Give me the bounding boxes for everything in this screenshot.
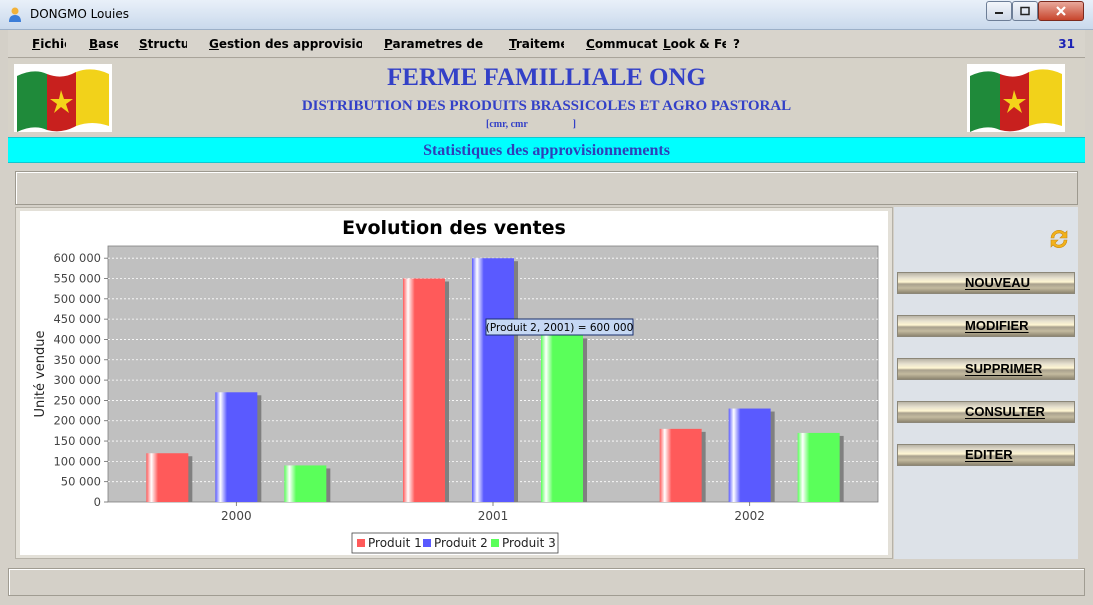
bar-produit-3-2001[interactable] (541, 335, 583, 502)
legend-swatch (423, 539, 431, 547)
bar-produit-2-2000[interactable] (215, 392, 258, 502)
menu-count: 31 (1058, 37, 1075, 51)
y-tick-label: 450 000 (53, 312, 101, 326)
y-tick-label: 550 000 (53, 272, 101, 286)
bar-produit-1-2002[interactable] (659, 428, 702, 502)
x-tick-label: 2002 (734, 509, 765, 523)
bar-produit-3-2002[interactable] (797, 432, 840, 502)
content-panel: Evolution des ventes 0 50 000 100 000 150 0… (8, 163, 1085, 565)
refresh-icon[interactable] (1047, 227, 1071, 251)
section-title: Statistiques des approvisionnements (423, 142, 670, 159)
y-tick-label: 100 000 (53, 454, 101, 468)
bar-produit-2-2002[interactable] (728, 408, 771, 502)
close-icon (1056, 6, 1066, 16)
close-button[interactable] (1038, 1, 1084, 21)
nouveau-label: NOUVEAU (965, 275, 1031, 290)
menu-help[interactable]: ? (733, 37, 740, 51)
supprimer-label: SUPPRIMER (965, 361, 1043, 376)
y-tick-label: 600 000 (53, 251, 101, 265)
chart-area: Evolution des ventes 0 50 000 100 000 150 0… (20, 211, 888, 555)
supprimer-button[interactable]: SUPPRIMER (897, 358, 1075, 380)
org-subtitle: DISTRIBUTION DES PRODUITS BRASSICOLES ET… (301, 98, 792, 114)
legend-label: Produit 3 (502, 536, 556, 550)
bar-produit-2-2001[interactable] (472, 258, 514, 502)
window-title: DONGMO Louies (30, 7, 129, 21)
cameroon-flag-icon (14, 64, 112, 132)
minimize-icon (995, 12, 1003, 14)
menu-base[interactable]: Base (89, 37, 118, 51)
y-tick-label: 200 000 (53, 414, 101, 428)
legend-swatch (357, 539, 365, 547)
chart-legend (351, 532, 559, 554)
x-tick-label: 2000 (221, 509, 252, 523)
y-axis-label: Unité vendue (33, 330, 48, 417)
y-tick-label: 50 000 (61, 475, 101, 489)
editer-button[interactable]: EDITER (897, 444, 1075, 466)
status-bar (8, 568, 1085, 596)
chart-title: Evolution des ventes (342, 217, 566, 239)
header-banner: FERME FAMILLIALE ONG DISTRIBUTION DES PR… (8, 59, 1085, 135)
y-tick-label: 500 000 (53, 292, 101, 306)
org-title: FERME FAMILLIALE ONG (387, 64, 706, 91)
legend-label: Produit 2 (434, 536, 488, 550)
consulter-label: CONSULTER (965, 404, 1045, 419)
x-tick-label: 2001 (478, 509, 509, 523)
menu-traitement[interactable]: Traitement (509, 37, 564, 51)
menu-bar: Fichier Base Structure Gestion des appro… (8, 30, 1085, 58)
bar-produit-1-2000[interactable] (146, 453, 189, 502)
legend-swatch (491, 539, 499, 547)
bar-chart: 0 50 000 100 000 150 000 200 000 250 000 300 0… (33, 245, 879, 554)
menu-communication[interactable]: Commucation (586, 37, 658, 51)
y-tick-label: 350 000 (53, 353, 101, 367)
user-app-icon (9, 7, 21, 22)
chart-tooltip-text: (Produit 2, 2001) = 600 000 (486, 322, 634, 334)
y-tick-label: 250 000 (53, 393, 101, 407)
modifier-button[interactable]: MODIFIER (897, 315, 1075, 337)
editer-label: EDITER (965, 447, 1013, 462)
y-tick-label: 400 000 (53, 332, 101, 346)
window-titlebar: DONGMO Louies (0, 0, 1093, 30)
chart-panel: Evolution des ventes 0 50 000 100 000 150 0… (15, 207, 893, 559)
maximize-button[interactable] (1012, 1, 1038, 21)
legend-label: Produit 1 (368, 536, 422, 550)
menu-structure[interactable]: Structure (139, 37, 187, 51)
consulter-button[interactable]: CONSULTER (897, 401, 1075, 423)
menu-look-and-feel[interactable]: Look & Feel (663, 37, 726, 51)
toolbar-strip (15, 171, 1078, 205)
menu-fichier[interactable]: Fichier (32, 37, 66, 51)
cameroon-flag-icon (967, 64, 1065, 132)
chart-tooltip (485, 318, 634, 336)
minimize-button[interactable] (986, 1, 1012, 21)
bar-produit-1-2001[interactable] (403, 278, 445, 502)
bar-produit-3-2000[interactable] (284, 465, 327, 502)
y-tick-label: 300 000 (53, 373, 101, 387)
y-tick-label: 150 000 (53, 434, 101, 448)
actions-panel: NOUVEAU MODIFIER SUPPRIMER CONSULTER EDI… (894, 207, 1078, 559)
modifier-label: MODIFIER (965, 318, 1029, 333)
section-bar: Statistiques des approvisionnements (8, 137, 1085, 163)
org-location: [cmr, cmr ] (486, 119, 576, 130)
menu-gestion-approvisionnements[interactable]: Gestion des approvisionnements (209, 37, 362, 51)
menu-parametres-vente[interactable]: Parametres de vente (384, 37, 487, 51)
nouveau-button[interactable]: NOUVEAU (897, 272, 1075, 294)
y-tick-label: 0 (94, 495, 101, 509)
maximize-icon (1020, 6, 1030, 16)
